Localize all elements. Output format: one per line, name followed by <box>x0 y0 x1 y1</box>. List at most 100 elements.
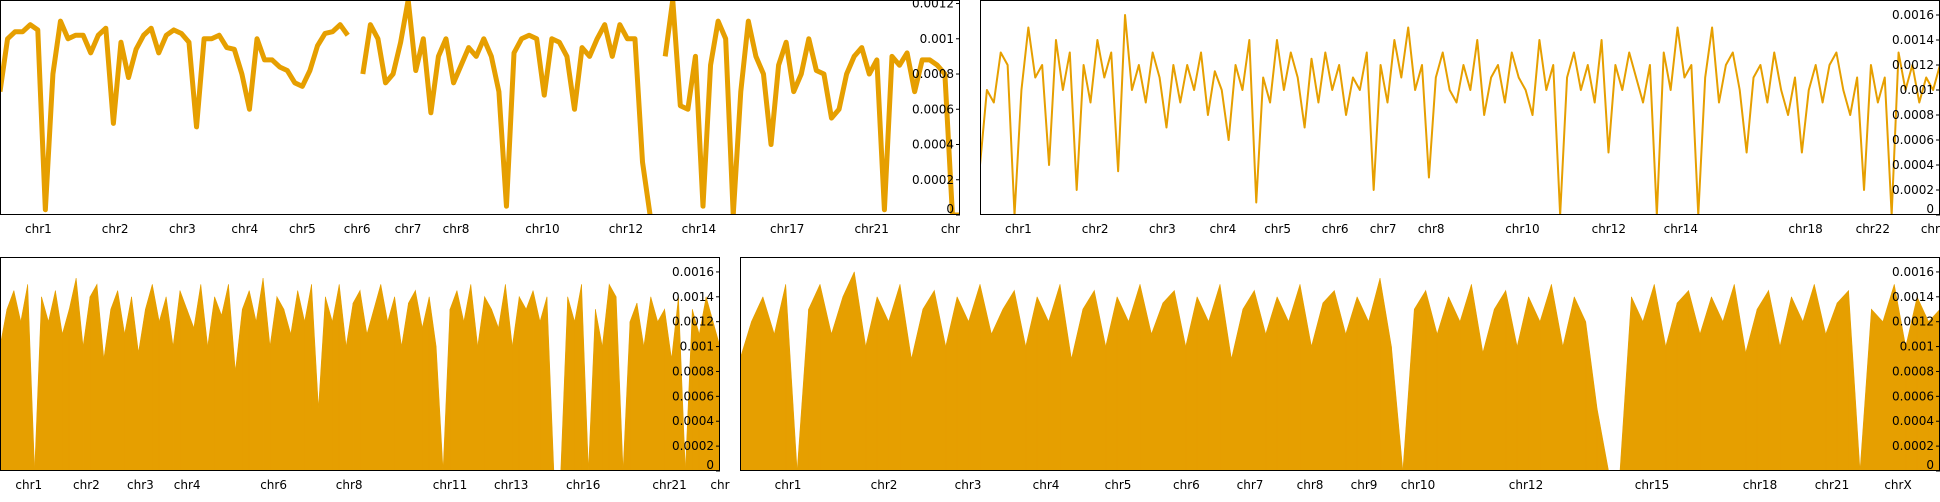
y-tick-label: 0.0008 <box>672 364 714 378</box>
area-mark <box>131 296 139 471</box>
area-mark <box>463 284 472 471</box>
y-tick-label: 0.0004 <box>912 138 954 152</box>
area-mark <box>539 296 548 471</box>
area-mark <box>819 284 832 471</box>
area-mark <box>643 296 652 471</box>
area-mark <box>235 309 243 471</box>
x-tick-label: chr5 <box>1264 222 1291 236</box>
area-mark <box>899 284 912 471</box>
y-tick-label: 0.0012 <box>912 0 954 11</box>
area-mark <box>1848 290 1861 471</box>
area-mark <box>117 290 125 471</box>
area-mark <box>525 290 534 471</box>
area-mark <box>1128 284 1141 471</box>
area-mark <box>62 309 70 471</box>
x-tick-label: chr18 <box>1788 222 1822 236</box>
area-mark <box>1768 290 1781 471</box>
area-mark <box>1676 289 1689 471</box>
area-mark <box>1151 302 1164 471</box>
y-tick-label: 0.0006 <box>672 389 714 403</box>
area-mark <box>1311 302 1324 471</box>
x-tick-label: chr3 <box>955 478 982 492</box>
area-mark <box>1093 290 1107 471</box>
area-mark <box>41 296 49 471</box>
y-tick-label: 0 <box>1926 458 1934 472</box>
area-mark <box>1813 284 1827 471</box>
x-tick-label: chrX <box>1884 478 1911 492</box>
y-tick-label: 0.0002 <box>672 439 714 453</box>
area-mark <box>1002 289 1015 471</box>
area-mark <box>449 290 458 471</box>
x-tick-label: chr1 <box>775 478 802 492</box>
area-mark <box>785 284 798 471</box>
area-mark <box>68 278 77 471</box>
x-tick-label: chr21 <box>652 478 686 492</box>
area-mark <box>740 321 752 471</box>
x-tick-label: chr21 <box>1815 478 1849 492</box>
area-mark <box>193 284 202 471</box>
y-tick-label: 0.0016 <box>1892 8 1934 22</box>
y-tick-label: 0.001 <box>1900 83 1934 97</box>
chart-panel-2: 0 0.0002 0.0004 0.0006 0.0008 0.001 0.0012 0.00… <box>980 0 1940 236</box>
area-mark <box>200 284 208 471</box>
area-mark <box>207 296 215 471</box>
x-tick-label: chr4 <box>231 222 258 236</box>
area-mark <box>13 290 22 471</box>
area-mark <box>48 290 56 471</box>
y-tick-label: 0.0006 <box>912 102 954 116</box>
area-mark <box>456 290 465 471</box>
area-mark <box>1733 284 1747 471</box>
y-tick-label: 0 <box>1926 202 1934 216</box>
area-mark <box>1699 296 1712 471</box>
area-mark <box>853 271 867 471</box>
x-tick-label: chr2 <box>102 222 129 236</box>
area-mark <box>138 309 146 471</box>
area-mark <box>831 296 844 471</box>
area-mark <box>1071 309 1084 471</box>
area-mark <box>172 290 181 471</box>
area-mark <box>1722 284 1735 471</box>
area-mark <box>242 290 250 471</box>
y-tick-label: 0.0008 <box>912 67 954 81</box>
series-plot <box>0 0 960 215</box>
area-mark <box>124 296 132 471</box>
plot-frame <box>0 257 720 471</box>
area-mark <box>922 289 935 471</box>
area-mark <box>228 284 236 471</box>
x-tick-label: chr6 <box>1322 222 1349 236</box>
area-mark <box>1025 296 1038 471</box>
area-mark <box>991 309 1004 471</box>
area-mark <box>574 284 582 471</box>
x-tick-label: chr10 <box>1401 478 1435 492</box>
area-mark <box>650 296 658 471</box>
x-tick-label: chr4 <box>174 478 201 492</box>
series-line <box>980 14 1940 215</box>
area-mark <box>1573 296 1587 471</box>
plot-frame <box>0 0 960 215</box>
x-tick-label: chr4 <box>1033 478 1060 492</box>
area-mark <box>1196 296 1209 471</box>
area-mark <box>422 296 430 471</box>
area-mark <box>629 302 638 471</box>
area-mark <box>1059 284 1072 471</box>
area-mark <box>186 309 195 471</box>
x-tick-label: chr1 <box>25 222 52 236</box>
area-mark <box>373 284 382 471</box>
area-mark <box>290 290 298 471</box>
area-mark <box>179 290 188 471</box>
x-tick-label: chr6 <box>260 478 287 492</box>
area-mark <box>945 296 958 471</box>
area-mark <box>311 284 319 471</box>
x-tick-label: chr12 <box>1509 478 1543 492</box>
series-plot <box>0 278 720 471</box>
area-mark <box>546 296 555 471</box>
area-mark <box>6 290 15 471</box>
area-mark <box>0 309 8 471</box>
area-mark <box>55 290 63 471</box>
area-mark <box>1505 290 1518 471</box>
x-tick-label: chr9 <box>1351 478 1378 492</box>
area-mark <box>283 309 292 471</box>
area-mark <box>158 296 167 471</box>
area-mark <box>428 296 437 471</box>
